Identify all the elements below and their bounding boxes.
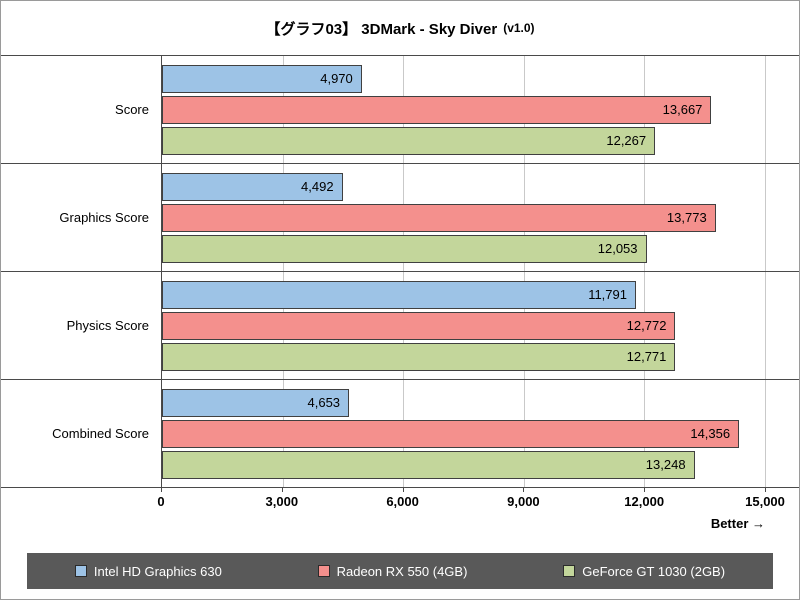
bar: 4,653: [162, 388, 350, 417]
bar: 4,492: [162, 172, 343, 201]
legend: Intel HD Graphics 630 Radeon RX 550 (4GB)…: [27, 553, 773, 589]
bar-group: 11,791 12,772 12,771: [161, 272, 766, 379]
gridline: [765, 56, 766, 163]
x-tick-label: 12,000: [624, 494, 665, 509]
bar-value-label: 12,267: [606, 133, 647, 148]
bar-value-label: 13,773: [666, 210, 707, 225]
bar-value-label: 4,492: [301, 179, 334, 194]
bar: 13,667: [162, 95, 712, 124]
bar: 13,248: [162, 450, 695, 479]
category-row: Combined Score 4,653 14,356 13,248: [1, 379, 799, 487]
bar-value-label: 12,772: [626, 318, 667, 333]
x-tick-label: 0: [157, 494, 165, 509]
category-label: Score: [115, 102, 149, 117]
bar-value-label: 4,970: [320, 71, 353, 86]
bar: 13,773: [162, 203, 716, 232]
legend-item: Radeon RX 550 (4GB): [317, 563, 468, 579]
chart-title-main: 【グラフ03】 3DMark - Sky Diver: [265, 20, 498, 38]
chart-title: 【グラフ03】 3DMark - Sky Diver (v1.0): [1, 1, 799, 55]
category-label: Combined Score: [52, 426, 149, 441]
bar-value-label: 13,667: [662, 102, 703, 117]
x-tick-mark: [402, 488, 404, 492]
x-tick-label: 6,000: [386, 494, 419, 509]
bar: 12,771: [162, 342, 676, 371]
legend-swatch: [74, 565, 87, 577]
x-tick-mark: [765, 488, 766, 492]
legend-label: Intel HD Graphics 630: [93, 563, 222, 579]
legend-swatch: [317, 565, 330, 577]
plot-area: Score 4,970 13,667 12,267 Graphics Score 4,49…: [1, 55, 799, 488]
bar: 12,267: [162, 126, 656, 155]
gridline: [765, 380, 766, 487]
legend-swatch: [563, 565, 576, 577]
gridline: [765, 272, 766, 379]
x-tick-mark: [523, 488, 525, 492]
bar: 12,772: [162, 311, 676, 340]
x-tick-label: 9,000: [507, 494, 540, 509]
legend-item: GeForce GT 1030 (2GB): [563, 564, 725, 579]
x-tick-label: 15,000: [745, 494, 785, 509]
bar-group: 4,970 13,667 12,267: [161, 56, 766, 163]
bar: 14,356: [162, 419, 740, 448]
gridline: [765, 164, 766, 271]
category-row: Graphics Score 4,492 13,773 12,053: [1, 163, 799, 271]
category-row: Score 4,970 13,667 12,267: [1, 55, 799, 163]
x-axis: 0 3,000 6,000 9,000 12,000 15,000: [157, 488, 785, 514]
bar-group: 4,653 14,356 13,248: [161, 380, 766, 487]
category-row: Physics Score 11,791 12,772 12,771: [1, 271, 799, 379]
legend-label: Radeon RX 550 (4GB): [336, 563, 468, 579]
x-tick-mark: [644, 488, 646, 492]
x-tick-label: 3,000: [265, 494, 299, 509]
chart-title-suffix: (v1.0): [503, 21, 535, 35]
bar-value-label: 12,771: [626, 349, 667, 364]
legend-label: GeForce GT 1030 (2GB): [582, 563, 726, 579]
bar-group: 4,492 13,773 12,053: [161, 164, 766, 271]
bar: 11,791: [162, 280, 636, 309]
bar: 4,970: [162, 64, 362, 93]
bar: 12,053: [162, 234, 647, 263]
bar-value-label: 12,053: [597, 241, 638, 256]
legend-item: Intel HD Graphics 630: [74, 563, 222, 579]
bar-value-label: 14,356: [690, 426, 731, 441]
bar-value-label: 4,653: [307, 395, 341, 410]
x-tick-mark: [281, 488, 283, 492]
better-annotation: Better →: [710, 516, 765, 531]
category-label: Graphics Score: [59, 210, 149, 225]
category-label: Physics Score: [66, 318, 149, 333]
bar-value-label: 13,248: [645, 457, 686, 472]
bar-value-label: 11,791: [588, 287, 627, 302]
x-tick-mark: [161, 488, 162, 492]
